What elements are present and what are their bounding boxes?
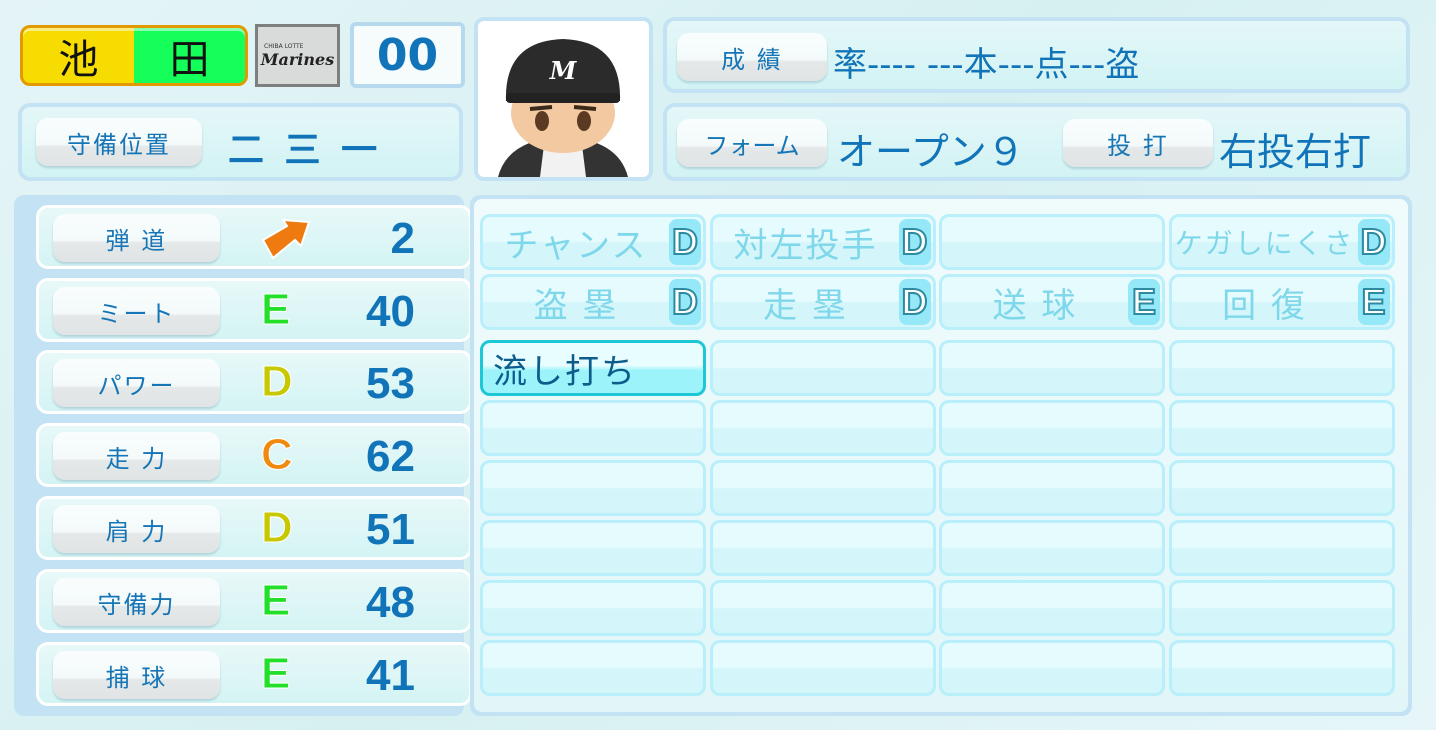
ability-label: 送 球 [992, 285, 1078, 326]
ability-label: チャンス [504, 225, 648, 266]
stat-grade: E [260, 576, 291, 626]
ability-slot[interactable] [939, 400, 1165, 456]
ability-label: 流し打ち [493, 351, 637, 392]
ability-slot[interactable] [939, 340, 1165, 396]
stat-label-button[interactable]: 捕 球 [53, 651, 220, 699]
stat-grade: C [261, 430, 294, 480]
stat-grade: E [260, 285, 291, 335]
player-portrait: M [474, 17, 653, 181]
stat-row: ミート E 40 [36, 278, 472, 342]
ability-grade: D [1357, 219, 1390, 265]
form-label-button[interactable]: フォーム [677, 119, 827, 167]
ability-slot[interactable] [709, 580, 936, 636]
stat-value: 53 [366, 359, 415, 408]
position-value: 二 三 一 [228, 130, 382, 171]
uniform-number: 00 [350, 22, 465, 88]
team-logo: CHIBA LOTTE Marines [255, 24, 340, 87]
ability-slot[interactable] [1168, 520, 1395, 576]
stat-grade: E [260, 649, 291, 699]
stat-row: 走 力 C 62 [36, 423, 472, 487]
ability-slot[interactable] [939, 520, 1165, 576]
stat-label-button[interactable]: ミート [53, 287, 220, 335]
stat-row: パワー D 53 [36, 350, 472, 414]
stat-grade: D [261, 357, 294, 407]
position-panel: 守備位置 二 三 一 [18, 103, 463, 181]
ability-slot[interactable]: ケガしにくさ D [1168, 214, 1395, 270]
team-logo-small-text: CHIBA LOTTE [264, 42, 304, 50]
ability-label: 走 塁 [763, 285, 848, 326]
stat-grade: D [261, 503, 294, 553]
ability-slot[interactable] [709, 400, 936, 456]
ability-slot[interactable] [1168, 580, 1395, 636]
ability-grade: E [1128, 279, 1160, 325]
ability-slot[interactable] [939, 460, 1165, 516]
ability-grade: D [669, 219, 701, 265]
ability-slot[interactable] [480, 640, 706, 696]
stat-row: 肩 力 D 51 [36, 496, 472, 560]
ability-grade: D [898, 219, 931, 265]
stat-row: 守備力 E 48 [36, 569, 472, 633]
stats-panel: 弾 道 2 ミート E 40 パワー D 53 走 力 C 62 肩 力 D 51 守備力 E 48 捕 球 E 41 [14, 195, 472, 716]
player-family-name: 池 [58, 36, 99, 83]
stat-row: 捕 球 E 41 [36, 642, 472, 706]
stat-label-button[interactable]: 走 力 [53, 432, 220, 480]
ability-label: ケガしにくさ [1174, 227, 1355, 260]
stat-row: 弾 道 2 [36, 205, 472, 269]
player-avatar-icon: M [498, 39, 628, 177]
throw-bat-value: 右投右打 [1219, 130, 1372, 174]
ability-slot[interactable] [939, 214, 1165, 270]
ability-grade: D [898, 279, 931, 325]
record-value: 率---- ---本---点---盗 [833, 45, 1140, 85]
ability-slot[interactable] [480, 460, 706, 516]
ability-slot[interactable] [709, 340, 936, 396]
ability-slot[interactable] [1168, 340, 1395, 396]
ability-slot[interactable] [939, 580, 1165, 636]
ability-label: 回 復 [1222, 285, 1307, 326]
trajectory-arrow-icon [261, 218, 311, 260]
player-given-name: 田 [169, 36, 210, 83]
form-value: オープン９ [837, 130, 1025, 174]
ability-slot[interactable] [709, 460, 936, 516]
ability-slot[interactable] [480, 580, 706, 636]
team-logo-text: Marines [260, 49, 335, 69]
stat-value: 40 [366, 287, 415, 336]
stat-value: 48 [366, 578, 415, 627]
ability-slot[interactable] [480, 400, 706, 456]
position-label-button[interactable]: 守備位置 [36, 118, 202, 166]
ability-slot[interactable] [939, 640, 1165, 696]
ability-slot[interactable]: 流し打ち [480, 340, 706, 396]
ability-grade: E [1357, 279, 1390, 325]
stat-value: 51 [366, 505, 415, 554]
ability-label: 盗 塁 [533, 285, 619, 326]
ability-grade: D [669, 279, 701, 325]
ability-label: 対左投手 [733, 225, 878, 266]
ability-slot[interactable]: チャンス D [480, 214, 706, 270]
record-label-button[interactable]: 成 績 [677, 33, 827, 81]
stat-value: 62 [366, 432, 415, 481]
stat-value: 2 [390, 214, 415, 263]
throw-bat-label-button[interactable]: 投 打 [1063, 119, 1213, 167]
player-name-plate: 池 田 [20, 25, 248, 86]
stat-label-button[interactable]: 肩 力 [53, 505, 220, 553]
stat-label-button[interactable]: パワー [53, 359, 220, 407]
ability-slot[interactable] [709, 520, 936, 576]
stat-value: 41 [366, 651, 415, 700]
ability-slot[interactable] [1168, 460, 1395, 516]
ability-slot[interactable] [709, 640, 936, 696]
svg-text:M: M [549, 56, 578, 85]
ability-slot[interactable]: 対左投手 D [709, 214, 936, 270]
ability-slot[interactable] [480, 520, 706, 576]
stat-label-button[interactable]: 弾 道 [53, 214, 220, 262]
ability-slot[interactable] [1168, 640, 1395, 696]
record-panel: 成 績 率---- ---本---点---盗 [663, 17, 1410, 93]
form-panel: フォーム オープン９ 投 打 右投右打 [663, 103, 1410, 181]
ability-slot[interactable] [1168, 400, 1395, 456]
stat-label-button[interactable]: 守備力 [53, 578, 220, 626]
